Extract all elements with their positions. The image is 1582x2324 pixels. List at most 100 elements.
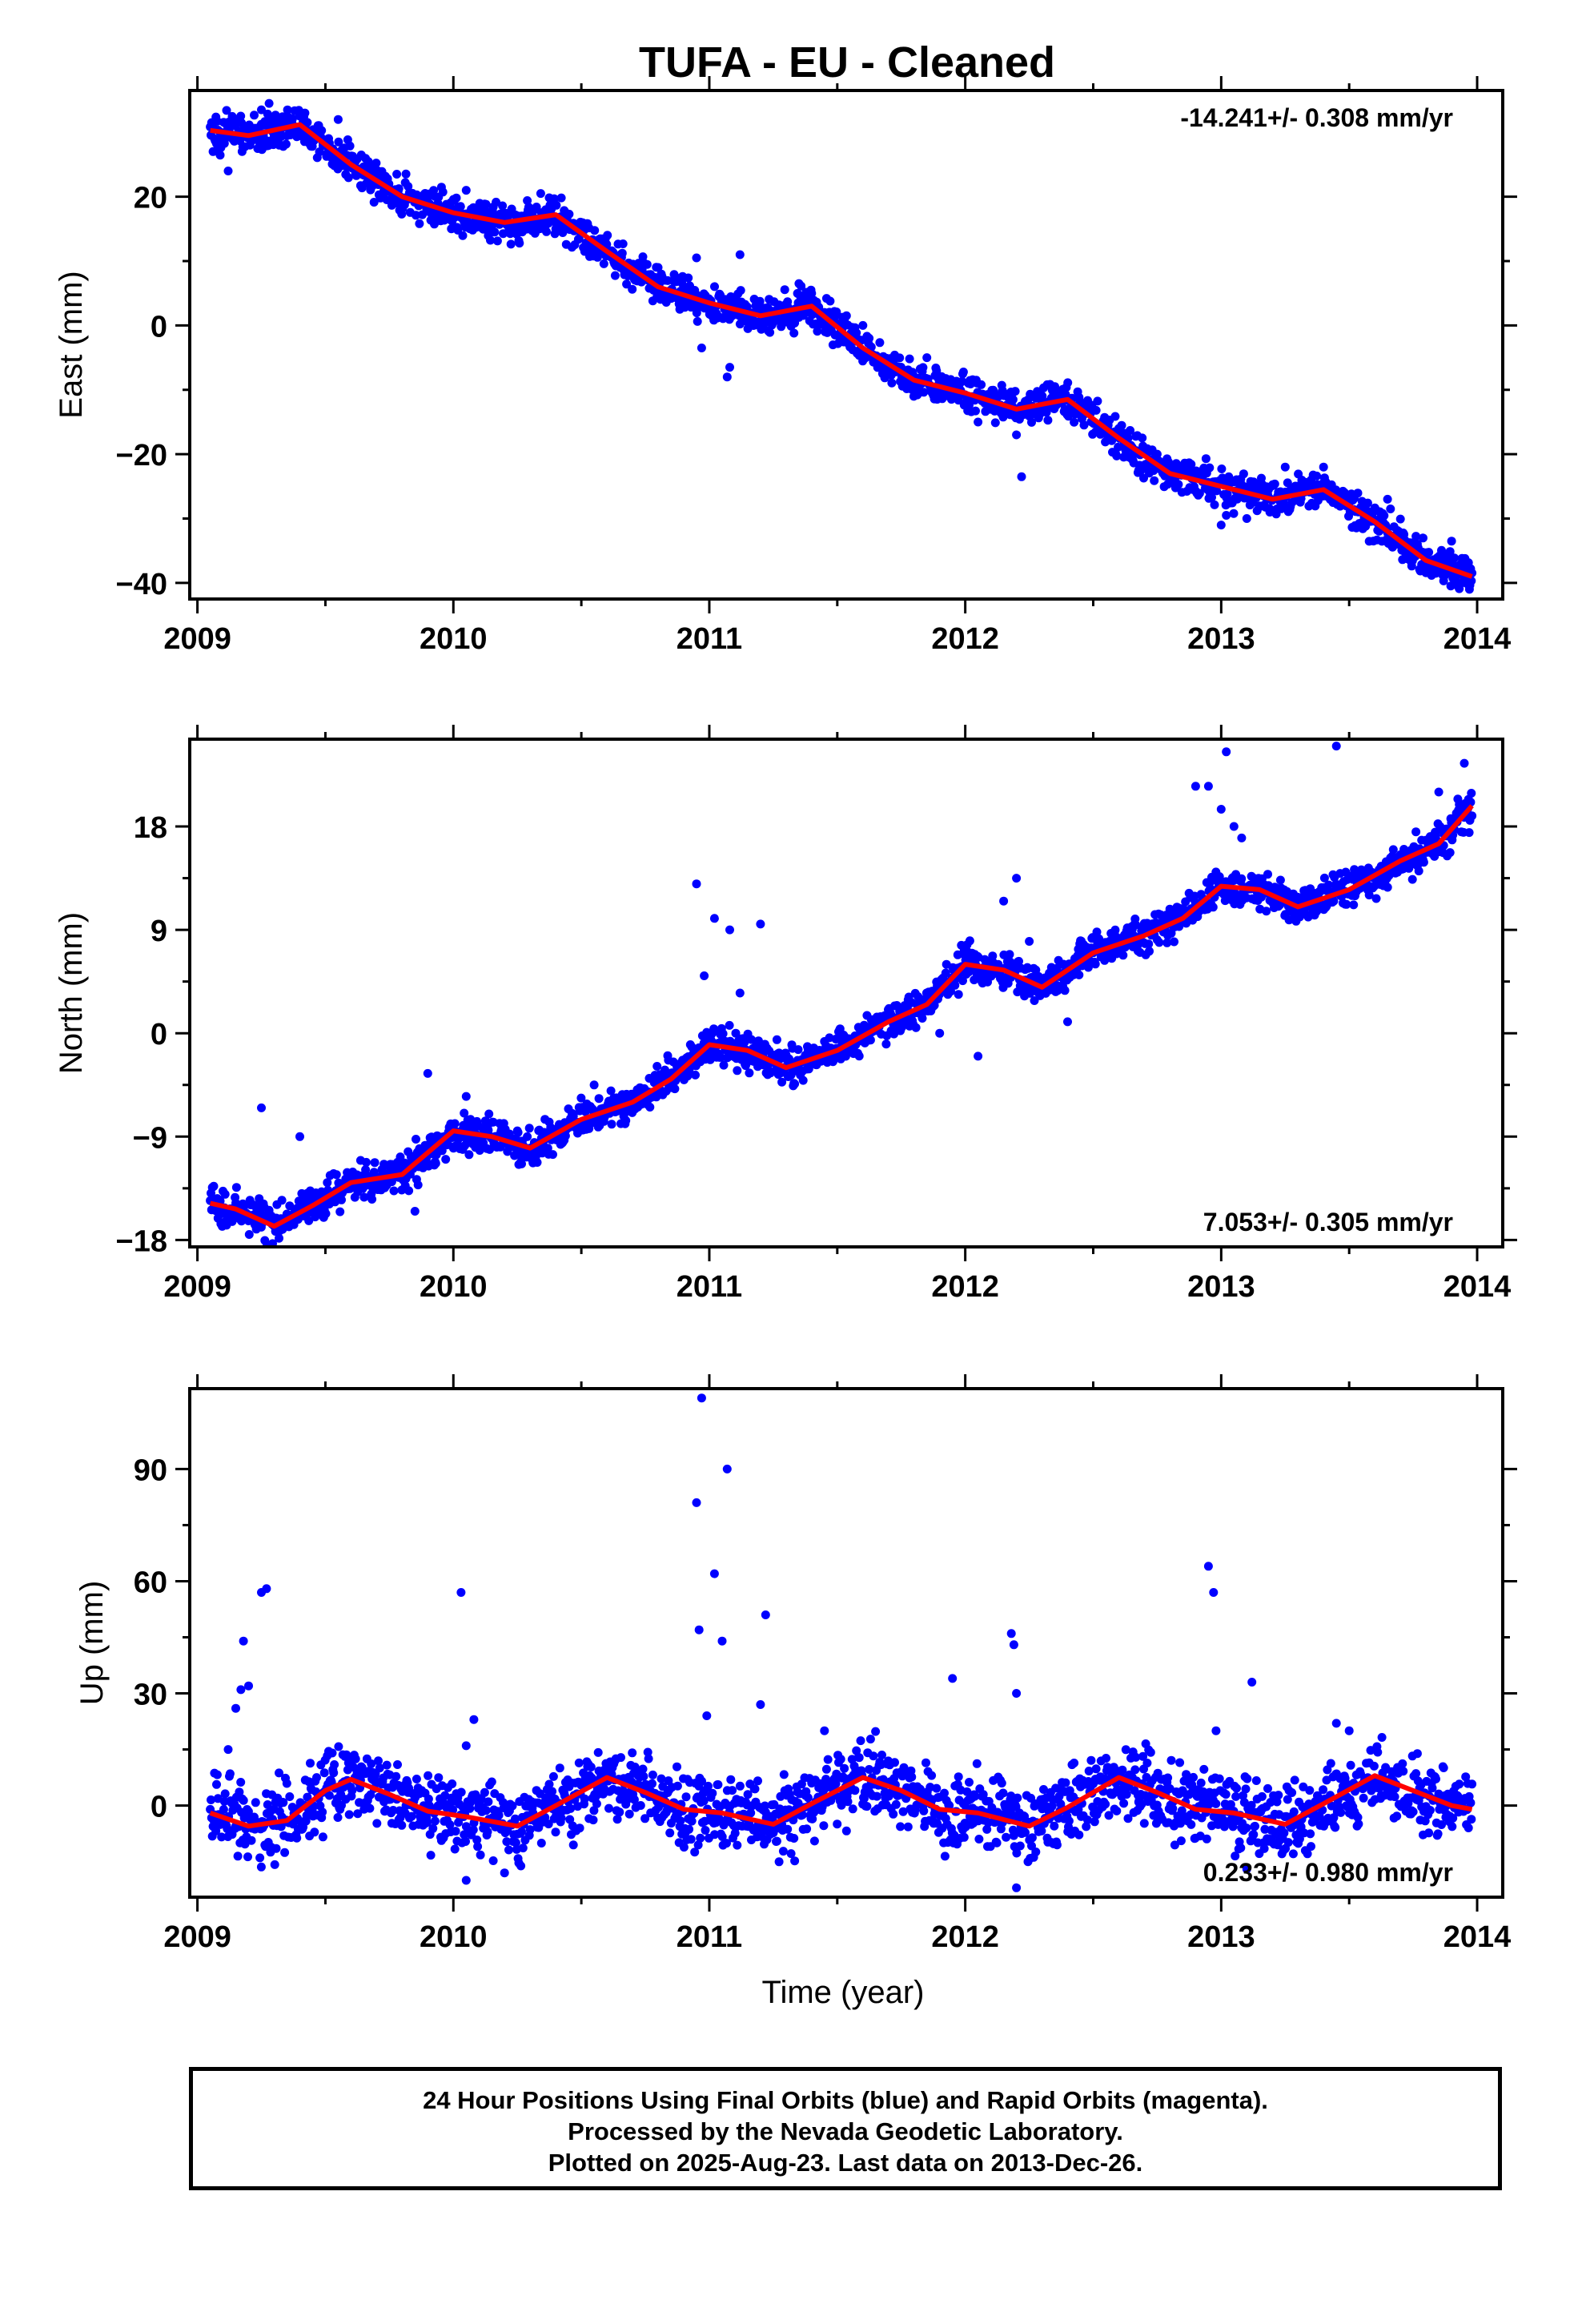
daily-point [426, 1851, 436, 1860]
outlier-point [1216, 805, 1226, 814]
daily-point [1467, 789, 1476, 798]
outlier-point [410, 1207, 420, 1216]
daily-point [1091, 405, 1101, 415]
daily-point [803, 1793, 813, 1803]
x-tick-label: 2011 [677, 622, 742, 656]
daily-point [1013, 1793, 1022, 1803]
daily-point [1445, 848, 1455, 858]
daily-point [813, 327, 822, 336]
outlier-point [692, 253, 701, 263]
daily-point [612, 1815, 622, 1824]
daily-point [456, 202, 465, 211]
outlier-point [1280, 462, 1290, 472]
daily-point [798, 1076, 808, 1085]
daily-point [1386, 505, 1395, 513]
daily-point [517, 1159, 526, 1168]
outlier-point [223, 167, 233, 175]
daily-point [1014, 956, 1023, 966]
outlier-point [858, 320, 868, 330]
daily-point [772, 1836, 781, 1846]
daily-point [275, 1233, 283, 1243]
daily-point [621, 1116, 631, 1125]
outlier-point [709, 914, 719, 923]
daily-point [687, 1816, 697, 1826]
daily-point [397, 1820, 407, 1830]
daily-point [645, 1103, 655, 1112]
daily-point [716, 1052, 725, 1062]
daily-point [676, 1816, 685, 1826]
daily-point [1015, 1841, 1025, 1851]
daily-point [911, 1023, 921, 1032]
daily-point [1312, 471, 1322, 480]
daily-point [778, 1847, 788, 1856]
daily-point [841, 311, 851, 320]
daily-point [1039, 1785, 1048, 1794]
daily-point [1414, 866, 1423, 876]
daily-point [1027, 1833, 1037, 1843]
daily-point [372, 1819, 382, 1828]
daily-point [1205, 463, 1215, 472]
daily-point [622, 279, 632, 289]
daily-point [592, 1799, 601, 1808]
daily-point [644, 1754, 653, 1763]
daily-point [515, 239, 524, 248]
daily-point [843, 1797, 853, 1807]
daily-point [1083, 1815, 1092, 1825]
daily-point [304, 1777, 314, 1787]
daily-point [353, 1809, 363, 1819]
daily-point [1042, 408, 1051, 417]
daily-point [1364, 891, 1374, 900]
x-tick-label: 2010 [420, 1270, 488, 1304]
daily-point [891, 1799, 901, 1809]
outlier-point [1012, 874, 1022, 883]
daily-point [1270, 479, 1279, 489]
outlier-point [697, 344, 706, 352]
daily-point [854, 1753, 864, 1763]
daily-point [1084, 1767, 1094, 1775]
daily-point [556, 1813, 566, 1823]
daily-point [275, 1768, 283, 1778]
daily-point [317, 126, 327, 135]
daily-point [564, 209, 574, 219]
daily-point [982, 1824, 992, 1834]
daily-point [940, 1788, 949, 1798]
daily-point [552, 200, 561, 210]
daily-point [222, 106, 231, 115]
daily-point [306, 1759, 315, 1768]
daily-point [789, 328, 799, 338]
daily-point [790, 1856, 800, 1866]
daily-point [483, 1827, 492, 1836]
daily-point [697, 1776, 706, 1786]
daily-point [1379, 511, 1389, 521]
daily-point [548, 1150, 557, 1160]
outlier-point [461, 186, 471, 195]
daily-point [1363, 498, 1372, 508]
daily-point [413, 1180, 423, 1190]
daily-point [643, 1747, 652, 1757]
daily-point [574, 234, 584, 243]
daily-point [329, 1768, 339, 1778]
daily-point [473, 1842, 483, 1852]
daily-point [628, 284, 637, 294]
outlier-point [300, 108, 310, 118]
daily-point [940, 1852, 950, 1861]
daily-point [431, 1159, 440, 1168]
daily-point [1467, 576, 1476, 585]
daily-point [872, 1791, 881, 1801]
daily-point [607, 1120, 616, 1129]
daily-point [1091, 1764, 1101, 1774]
daily-point [333, 1813, 343, 1822]
daily-point [743, 1790, 753, 1799]
daily-point [602, 239, 612, 249]
outlier-point [213, 147, 223, 156]
daily-point [652, 1062, 662, 1071]
daily-point [783, 1824, 793, 1834]
daily-point [954, 990, 963, 999]
daily-point [718, 1029, 728, 1039]
daily-point [807, 288, 817, 298]
daily-point [733, 1066, 742, 1076]
daily-point [871, 1727, 881, 1736]
daily-point [494, 1811, 504, 1820]
daily-point [445, 1820, 455, 1829]
outlier-point [1447, 537, 1456, 546]
